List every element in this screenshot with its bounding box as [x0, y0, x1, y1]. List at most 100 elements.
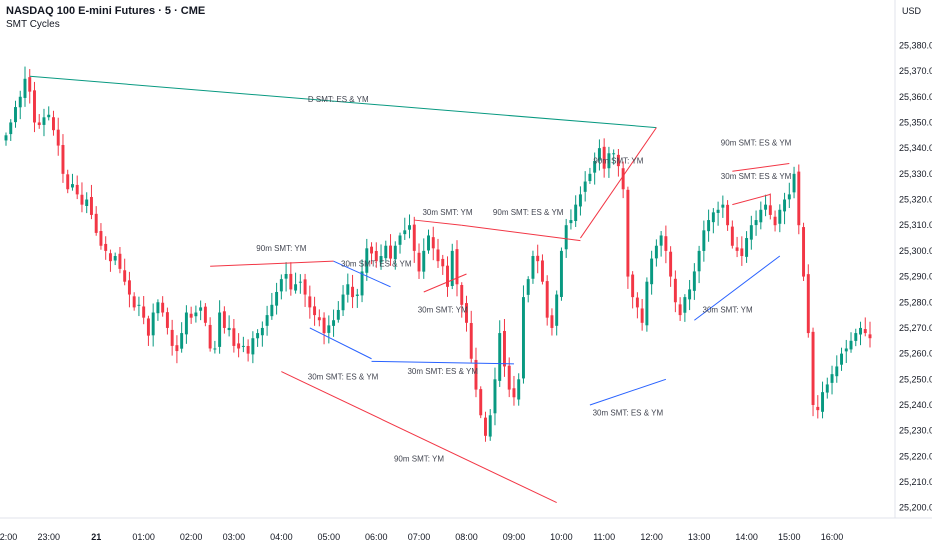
smt-line [281, 371, 557, 504]
candle-body [517, 379, 521, 400]
candle [317, 309, 321, 327]
candle [256, 329, 260, 347]
candle [89, 184, 93, 220]
candle [607, 146, 611, 178]
candle [787, 182, 791, 208]
candle [260, 321, 264, 347]
candle [332, 309, 336, 337]
x-tick-label: 01:00 [132, 532, 155, 542]
candle-body [23, 78, 27, 98]
candle-body [360, 271, 364, 296]
candle-body [184, 312, 188, 335]
candle-body [47, 114, 51, 118]
candle-body [697, 250, 701, 272]
candle-body [18, 96, 22, 108]
smt-line [371, 360, 514, 365]
candle [251, 331, 255, 364]
candle [232, 319, 236, 353]
candle [393, 241, 397, 270]
smt-line [29, 75, 657, 129]
candle [441, 254, 445, 275]
smt-line [414, 219, 462, 226]
candle-body [465, 303, 468, 323]
candle-body [711, 212, 715, 223]
candle [626, 186, 630, 289]
y-tick-label: 25,260.00 [899, 349, 932, 359]
x-tick-label: 02:00 [180, 532, 203, 542]
candle-body [374, 250, 378, 262]
candle [175, 335, 179, 364]
candle [165, 307, 169, 335]
candle-body [265, 315, 269, 326]
candle-body [654, 245, 658, 259]
candle [417, 243, 421, 279]
candle [859, 321, 862, 346]
candle [830, 365, 834, 395]
candle [94, 206, 98, 236]
candle [559, 247, 563, 301]
candle [707, 209, 711, 242]
candle-body [379, 256, 383, 263]
candle-body [436, 249, 440, 262]
candle-body [863, 329, 867, 334]
smt-label: 30m SMT: ES & YM [341, 259, 412, 268]
candle-body [127, 280, 131, 295]
candle [702, 220, 706, 262]
candle [313, 296, 317, 326]
candle [730, 220, 734, 249]
candle-body [816, 406, 820, 411]
candle-body [844, 348, 848, 352]
candle-body [398, 235, 402, 245]
candle-body [521, 297, 525, 379]
candle-body [351, 286, 355, 298]
candle [284, 262, 288, 292]
candle [327, 315, 331, 344]
candle-body [626, 189, 630, 277]
candle-body [707, 220, 711, 232]
candle [398, 232, 402, 254]
candle [849, 332, 853, 353]
x-tick-label: 04:00 [270, 532, 293, 542]
candle-body [479, 389, 483, 416]
candle-body [569, 220, 573, 224]
smt-label: 90m SMT: ES & YM [493, 208, 564, 217]
candle [170, 319, 174, 356]
candle-body [275, 291, 279, 306]
candle [583, 171, 587, 202]
x-tick-label: 13:00 [688, 532, 711, 542]
candle-body [260, 327, 264, 336]
candle [574, 195, 578, 227]
candle [783, 192, 787, 225]
indicator-name: SMT Cycles [6, 19, 60, 30]
candle [360, 259, 364, 303]
candle [721, 195, 725, 218]
x-tick-label: 21 [91, 532, 101, 542]
candle [374, 242, 378, 268]
candle-body [246, 346, 250, 354]
candle [194, 305, 198, 323]
candle [379, 244, 383, 270]
candle [844, 339, 848, 363]
candle [631, 271, 635, 309]
candle [28, 69, 32, 104]
candle [460, 282, 464, 318]
candle-body [640, 308, 644, 323]
candle [455, 240, 459, 297]
candle [146, 315, 150, 346]
candle [156, 299, 160, 321]
x-tick-label: 15:00 [778, 532, 801, 542]
candle [536, 244, 540, 274]
candle [493, 367, 497, 426]
candle [474, 347, 478, 398]
candle [412, 216, 416, 263]
candle [659, 231, 663, 257]
y-tick-label: 25,230.00 [899, 426, 932, 436]
candle [85, 192, 89, 214]
candle-body [422, 250, 426, 272]
candle [4, 132, 8, 146]
candle [792, 166, 796, 199]
candle [275, 282, 279, 315]
candle-body [146, 318, 150, 336]
smt-line [589, 378, 667, 406]
